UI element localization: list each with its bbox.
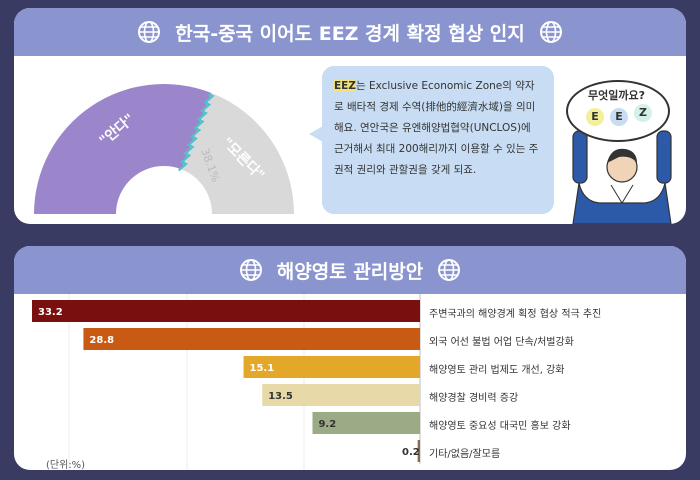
slice-know [34,84,212,214]
bar-value-label-1: 28.8 [89,335,114,346]
bar-value-label-4: 9.2 [318,419,336,430]
bar-0 [32,300,420,322]
globe-icon [239,259,262,281]
info-pointer [309,126,323,142]
globe-icon [138,21,161,43]
slice-boundary-zigzag [178,93,215,172]
value-know: 61.9% [140,142,175,155]
bar-5 [417,440,420,462]
bar-1 [83,328,420,350]
globe-icon [438,259,461,281]
bar-value-label-3: 13.5 [268,391,293,402]
bar-2 [243,356,420,378]
slice-dont-know [181,92,294,214]
bar-value-label-5: 0.2 [402,447,420,458]
bar-value-label-0: 33.2 [38,307,63,318]
bar-category-label-2: 해양영토 관리 법제도 개선, 강화 [429,365,565,376]
bar-category-label-5: 기타/없음/잘모름 [429,449,501,460]
awareness-header: 한국-중국 이어도 EEZ 경계 확정 협상 인지 [14,8,686,56]
bar-value-label-2: 15.1 [250,363,275,374]
management-panel: 해양영토 관리방안 33.2 28.8 15.1 13.5 9.2 0.2 (단위:%) … [14,246,686,470]
eez-info-box: EEZ는 Exclusive Economic Zone의 약자로 배타적 경제… [322,66,554,214]
bubble-letter-e1: E [586,108,604,126]
awareness-panel: 한국-중국 이어도 EEZ 경계 확정 협상 인지 "안다" "모른다" 61.… [14,8,686,224]
bar-3 [262,384,420,406]
bar-category-label-1: 외국 어선 불법 어업 단속/처벌강화 [429,337,574,348]
awareness-title: 한국-중국 이어도 EEZ 경계 확정 협상 인지 [175,22,525,45]
bar-category-label-0: 주변국과의 해양경계 획정 협상 적극 추진 [429,309,602,320]
question-text: 무엇일까요? [588,89,645,102]
bubble-letter-z: Z [634,104,652,122]
globe-icon [539,21,562,43]
management-title: 해양영토 관리방안 [276,260,424,283]
awareness-donut-chart: "안다" "모른다" 61.9% 38.1% [34,84,294,214]
eez-description: 는 Exclusive Economic Zone의 약자로 배타적 경제 수역… [334,80,539,176]
management-bar-chart: 33.2 28.8 15.1 13.5 9.2 0.2 [32,294,421,470]
bar-category-label-4: 해양영토 중요성 대국민 홍보 강화 [429,421,571,432]
character-illustration [572,130,672,224]
bar-category-label-3: 해양경찰 경비력 증강 [429,393,519,404]
question-bubble [566,80,670,142]
management-header: 해양영토 관리방안 [14,246,686,294]
bubble-letter-e2: E [610,108,628,126]
unit-label: (단위:%) [46,460,86,470]
eez-highlight: EEZ [334,80,356,92]
bar-4 [312,412,420,434]
